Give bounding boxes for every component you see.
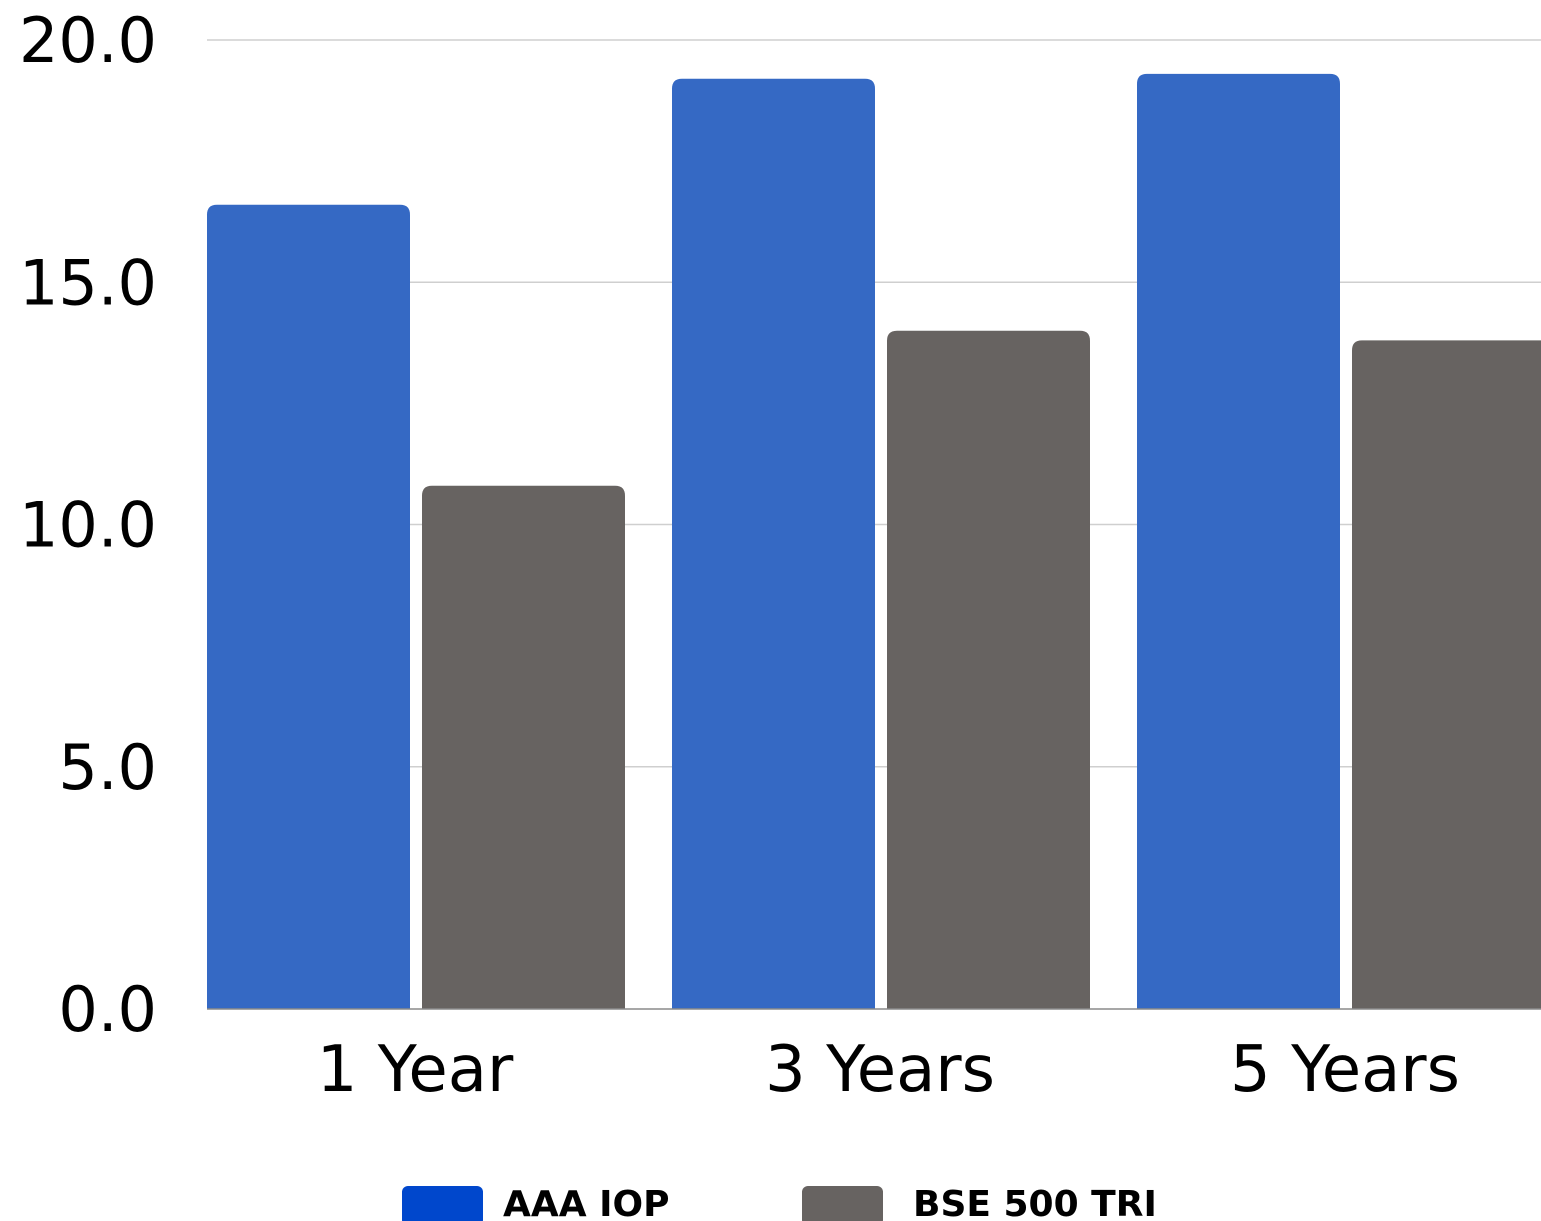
bar-aaa-iop [207,204,410,1010]
bar-bse-500-tri [422,485,625,1009]
x-tick-label: 1 Year [317,1033,514,1107]
y-tick-label: 10.0 [19,489,157,562]
x-tick-label: 5 Years [1230,1033,1460,1107]
bar-bse-500-tri [887,330,1090,1009]
y-tick-label: 15.0 [19,246,157,319]
bar-aaa-iop [672,78,875,1009]
legend-swatch [402,1186,483,1221]
legend-label: BSE 500 TRI [913,1184,1157,1221]
legend-swatch [802,1186,883,1221]
y-tick-label: 5.0 [58,731,157,804]
y-tick-label: 0.0 [58,973,157,1046]
bar-bse-500-tri [1352,340,1541,1009]
y-tick-label: 20.0 [19,4,157,77]
x-tick-label: 3 Years [765,1033,995,1107]
bar-aaa-iop [1137,73,1340,1010]
legend-label: AAA IOP [503,1184,670,1221]
